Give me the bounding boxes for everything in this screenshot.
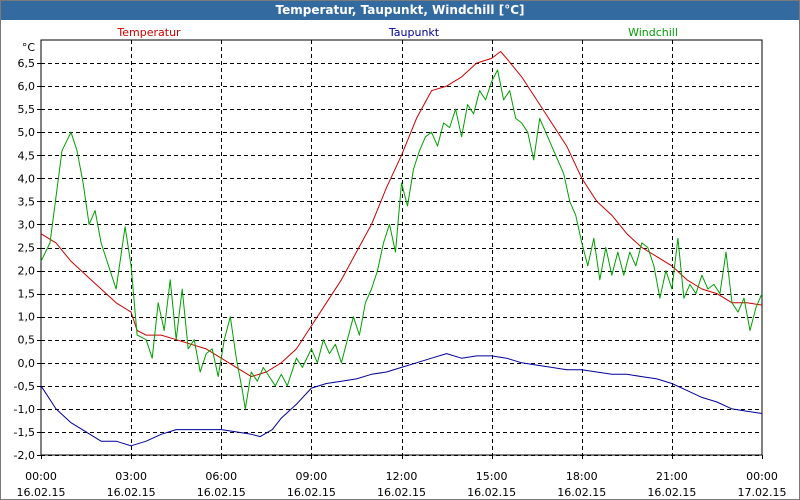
x-tick-time-label: 21:00 [656, 470, 688, 483]
x-axis-ticks: 00:00 16.02.15 03:00 16.02.15 06:00 16.02.15 0… [17, 455, 787, 499]
y-tick-label: -1,5 [14, 426, 35, 439]
y-tick-label: 5,0 [18, 126, 36, 139]
y-tick-label: 0,5 [18, 334, 36, 347]
x-tick-time-label: 00:00 [25, 470, 57, 483]
x-tick-time-label: 12:00 [386, 470, 418, 483]
x-tick-time-label: 03:00 [115, 470, 147, 483]
y-axis-ticks: 6,5 6,0 5,5 5,0 4,5 4,0 3,5 3,0 2,5 2,0 1,5 1,0 0,5 0… [14, 57, 41, 462]
series-lines [40, 51, 763, 447]
series-line-temperatur [40, 51, 763, 378]
x-tick-date-label: 16.02.15 [17, 486, 66, 499]
grid [41, 40, 762, 456]
legend-item-taupunkt: Taupunkt [388, 26, 440, 39]
y-tick-label: 1,0 [18, 311, 36, 324]
y-tick-label: -1,0 [14, 403, 35, 416]
legend-item-windchill: Windchill [628, 26, 678, 39]
y-tick-label: 4,5 [18, 149, 36, 162]
y-tick-label: 0,0 [18, 357, 36, 370]
x-tick-date-label: 16.02.15 [107, 486, 156, 499]
x-tick-date-label: 16.02.15 [557, 486, 606, 499]
x-tick-time-label: 00:00 [746, 470, 778, 483]
x-tick-time-label: 06:00 [205, 470, 237, 483]
plot-area-border [40, 39, 763, 456]
y-tick-label: 3,5 [18, 195, 36, 208]
legend: Temperatur Taupunkt Windchill [116, 26, 678, 39]
x-tick-date-label: 16.02.15 [197, 486, 246, 499]
y-tick-label: 2,0 [18, 265, 36, 278]
chart-title: Temperatur, Taupunkt, Windchill [°C] [1, 1, 799, 20]
x-tick-time-label: 18:00 [566, 470, 598, 483]
x-tick-date-label: 16.02.15 [377, 486, 426, 499]
y-tick-label: 4,0 [18, 172, 36, 185]
legend-item-temperatur: Temperatur [116, 26, 181, 39]
y-tick-label: 6,5 [18, 57, 36, 70]
y-tick-label: -2,0 [14, 449, 35, 462]
series-line-windchill [40, 69, 763, 410]
x-tick-date-label: 16.02.15 [467, 486, 516, 499]
x-tick-date-label: 17.02.15 [738, 486, 787, 499]
y-tick-label: -0,5 [14, 380, 35, 393]
y-tick-label: 3,0 [18, 218, 36, 231]
series-line-taupunkt [40, 353, 763, 447]
y-tick-label: 6,0 [18, 80, 36, 93]
y-tick-label: 1,5 [18, 288, 36, 301]
x-tick-time-label: 15:00 [476, 470, 508, 483]
x-tick-date-label: 16.02.15 [647, 486, 696, 499]
y-axis-unit-label: °C [22, 41, 36, 54]
x-tick-date-label: 16.02.15 [287, 486, 336, 499]
y-tick-label: 5,5 [18, 103, 36, 116]
x-tick-time-label: 09:00 [296, 470, 328, 483]
y-tick-label: 2,5 [18, 242, 36, 255]
